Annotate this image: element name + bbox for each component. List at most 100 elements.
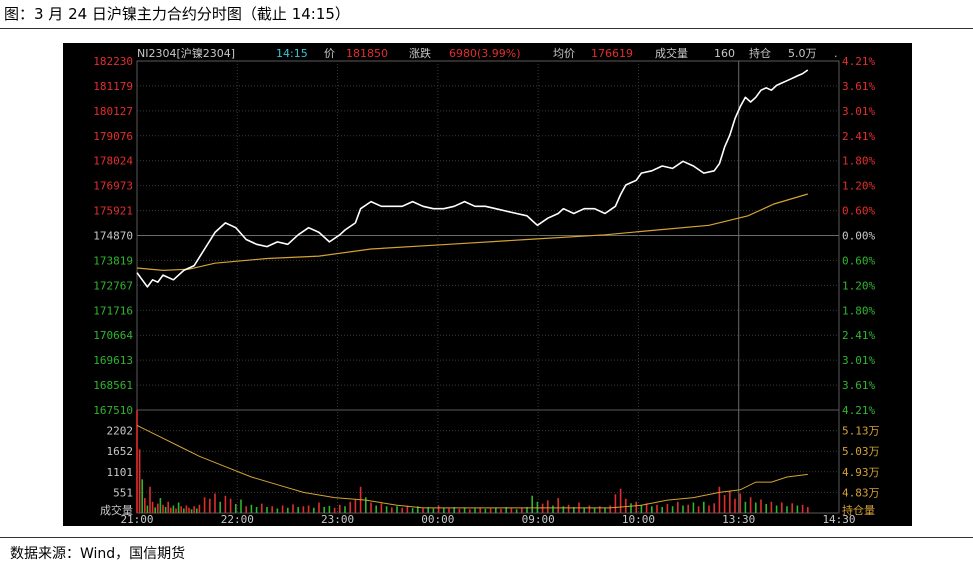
price-tick-label: 182230	[93, 55, 133, 68]
volume-bar	[448, 508, 450, 513]
volume-bar	[801, 504, 804, 513]
open-interest-line	[136, 424, 808, 509]
time-tick-label: 09:00	[522, 513, 555, 526]
percent-tick-label: 2.41%	[842, 329, 875, 342]
average-price-line	[136, 193, 808, 272]
oi-tick-label: 4.83万	[842, 486, 880, 499]
volume-bar	[297, 507, 299, 513]
volume-bar	[682, 505, 684, 513]
volume-bar	[562, 506, 565, 513]
volume-bar	[138, 449, 141, 513]
volume-bar	[645, 503, 648, 513]
quote-oi: 5.0万	[788, 47, 817, 60]
volume-bar	[687, 504, 689, 513]
price-tick-label: 171716	[93, 304, 133, 317]
average-price-layer	[136, 193, 808, 272]
volume-bar	[240, 499, 242, 513]
quote-symbol: NI2304[沪镍2304]	[137, 46, 235, 60]
volume-bar	[146, 505, 149, 513]
volume-bar	[396, 506, 398, 513]
volume-bar	[510, 508, 513, 513]
volume-tick-label: 551	[113, 486, 133, 499]
time-tick-label: 23:00	[321, 513, 354, 526]
volume-bar	[164, 507, 167, 513]
quote-bar: NI2304[沪镍2304] 14:15 价 181850 涨跌 6980(3.…	[137, 46, 838, 60]
price-tick-label: 178024	[93, 155, 133, 168]
volume-bar	[188, 507, 190, 513]
volume-bar	[718, 486, 721, 513]
volume-bar	[167, 501, 169, 513]
quote-oi-label: 持仓	[749, 46, 771, 60]
percent-axis-labels: 4.21% 3.61% 3.01% 2.41% 1.80% 1.20% 0.60% 0.00%…	[842, 55, 875, 417]
volume-bar	[157, 503, 159, 513]
volume-bar	[250, 504, 253, 513]
percent-tick-label: 1.20%	[842, 180, 875, 193]
volume-bar	[630, 503, 632, 513]
price-tick-label: 168561	[93, 379, 133, 392]
volume-bar	[214, 493, 216, 513]
volume-bar	[458, 508, 461, 513]
figure-caption: 图：3 月 24 日沪镍主力合约分时图（截止 14:15）	[4, 5, 350, 23]
volume-bar	[463, 507, 466, 513]
volume-bar	[196, 508, 198, 513]
quote-price-label: 价	[324, 47, 335, 60]
volume-bar	[760, 499, 762, 513]
volume-bar	[318, 502, 320, 513]
volume-bar	[401, 507, 403, 513]
volume-bar	[149, 486, 151, 513]
volume-bar	[521, 507, 523, 513]
volume-bar	[193, 506, 195, 513]
price-tick-label: 172767	[93, 279, 133, 292]
price-tick-label: 176973	[93, 180, 133, 193]
volume-bar	[677, 501, 679, 513]
volume-bar	[443, 507, 445, 513]
volume-bar	[796, 505, 799, 513]
percent-tick-label: 1.20%	[842, 279, 875, 292]
volume-bar	[328, 505, 331, 513]
volume-bars	[136, 410, 809, 513]
volume-bar	[749, 497, 752, 513]
top-rule	[0, 28, 973, 29]
volume-bar	[697, 506, 700, 513]
price-tick-label: 180127	[93, 105, 133, 118]
volume-bar	[266, 507, 268, 513]
grid-layer	[136, 60, 840, 514]
volume-bar	[739, 493, 741, 513]
volume-bar	[791, 503, 793, 513]
percent-tick-label: 3.01%	[842, 354, 875, 367]
percent-tick-label: 3.61%	[842, 379, 875, 392]
volume-bar	[375, 505, 377, 513]
price-tick-label: 167510	[93, 404, 133, 417]
percent-tick-label: 3.01%	[842, 105, 875, 118]
volume-bar	[505, 507, 507, 513]
price-tick-label: 169613	[93, 354, 133, 367]
volume-bar	[567, 504, 570, 513]
volume-bar	[723, 495, 726, 513]
volume-bar	[692, 502, 695, 513]
volume-bar	[141, 479, 143, 513]
volume-axis-title: 成交量	[100, 503, 133, 517]
volume-bar	[536, 501, 539, 513]
volume-bar	[619, 488, 622, 513]
volume-bar	[323, 507, 325, 513]
volume-bar	[671, 506, 674, 513]
volume-bar	[229, 498, 232, 513]
volume-bar	[432, 508, 435, 513]
price-tick-label: 170664	[93, 329, 133, 342]
quote-change-label: 涨跌	[409, 46, 431, 60]
volume-bar	[453, 507, 455, 513]
quote-avg-label: 均价	[553, 47, 575, 60]
volume-bar	[391, 507, 393, 513]
volume-bar	[552, 505, 554, 513]
price-tick-label: 181179	[93, 80, 133, 93]
quote-price: 181850	[346, 47, 388, 60]
volume-bar	[354, 499, 357, 513]
volume-bar	[417, 506, 419, 513]
volume-bar	[203, 497, 206, 513]
volume-bar	[489, 508, 492, 513]
volume-bar	[162, 504, 164, 513]
quote-change: 6980(3.99%)	[449, 47, 521, 60]
volume-bar	[172, 505, 175, 513]
volume-bar	[661, 507, 663, 513]
